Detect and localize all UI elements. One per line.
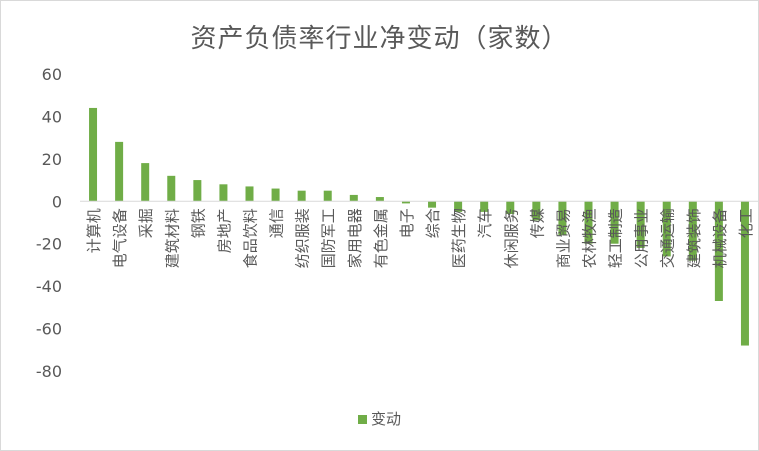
bar: [662, 201, 671, 257]
bar: [115, 141, 124, 202]
bars: [89, 107, 749, 346]
x-tick-label: 有色金属: [372, 208, 390, 268]
x-tick-label: 家用电器: [346, 208, 364, 268]
y-tick-label: 60: [42, 65, 62, 84]
x-tick-label: 汽车: [476, 208, 494, 238]
y-tick-label: -20: [36, 235, 62, 254]
y-tick-label: -60: [36, 320, 62, 339]
x-tick-label: 轻工制造: [607, 208, 625, 268]
x-axis: 计算机 电气设备 采掘 建筑材料 钢铁 房地产 食品饮料 通信 纺织服装 国防军工 家用电器 有色金属…: [85, 208, 755, 268]
y-tick-label: -80: [36, 362, 62, 381]
x-tick-label: 房地产: [215, 208, 233, 253]
x-tick-label: 纺织服装: [294, 208, 312, 268]
bar: [532, 201, 541, 221]
x-tick-label: 建筑材料: [163, 208, 181, 268]
x-tick-label: 采掘: [137, 208, 155, 238]
x-tick-label: 化工: [737, 208, 755, 238]
bar: [506, 201, 515, 215]
bar: [401, 201, 410, 204]
x-tick-label: 国防军工: [320, 208, 338, 268]
chart-title: 资产负债率行业净变动（家数）: [190, 24, 569, 54]
bar: [89, 107, 98, 202]
x-tick-label: 商业贸易: [554, 208, 572, 268]
x-tick-label: 医药生物: [450, 208, 468, 268]
y-tick-label: 0: [52, 192, 62, 211]
bar: [349, 194, 358, 202]
y-tick-label: 20: [42, 150, 62, 169]
bar: [245, 186, 254, 202]
x-tick-label: 综合: [424, 208, 442, 238]
x-tick-label: 电子: [398, 208, 416, 238]
bar: [193, 180, 202, 202]
bar: [428, 201, 437, 208]
bar: [141, 163, 150, 202]
bar: [480, 201, 489, 212]
x-tick-label: 交通运输: [659, 208, 677, 268]
bar: [558, 201, 567, 236]
bar: [271, 188, 280, 202]
bar: [167, 175, 176, 202]
x-tick-label: 传媒: [528, 208, 546, 238]
bar: [740, 201, 749, 346]
y-tick-label: 40: [42, 107, 62, 126]
x-tick-label: 钢铁: [189, 208, 207, 238]
bar: [375, 197, 384, 202]
bar: [584, 201, 593, 244]
x-tick-label: 食品饮料: [242, 208, 260, 268]
bar: [636, 201, 645, 248]
x-tick-label: 电气设备: [111, 208, 129, 268]
bar: [219, 184, 228, 202]
legend-swatch: [357, 415, 367, 424]
y-tick-label: -40: [36, 277, 62, 296]
bar: [610, 201, 619, 244]
x-tick-label: 建筑装饰: [685, 208, 703, 268]
bar: [714, 201, 723, 301]
bar: [297, 190, 306, 202]
y-axis: 60 40 20 0 -20 -40 -60 -80: [36, 65, 62, 381]
x-tick-label: 农林牧渔: [581, 208, 599, 268]
x-tick-label: 休闲服务: [502, 208, 520, 268]
x-tick-label: 通信: [268, 208, 286, 238]
bar: [323, 190, 332, 202]
x-tick-label: 公用事业: [633, 208, 651, 268]
legend: 变动: [0, 408, 759, 429]
bar: [454, 201, 463, 212]
x-tick-label: 机械设备: [711, 208, 729, 268]
legend-label: 变动: [370, 410, 401, 428]
bar: [688, 201, 697, 261]
x-tick-label: 计算机: [85, 208, 103, 253]
